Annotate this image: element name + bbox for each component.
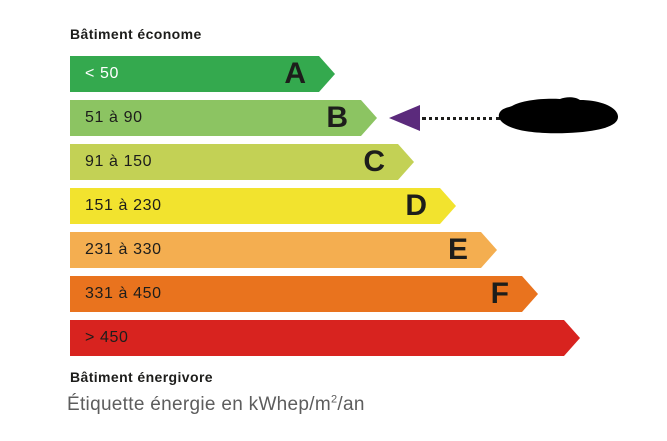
energy-arrow-A: < 50 A [70, 56, 335, 92]
grade-letter: A [284, 57, 306, 90]
energy-arrow-C: 91 à 150 C [70, 144, 414, 180]
grade-letter: D [405, 189, 427, 222]
economical-building-label: Bâtiment économe [70, 26, 202, 42]
range-label: 151 à 230 [85, 197, 162, 214]
energy-arrow-G: > 450 [70, 320, 580, 356]
redacted-value-scribble [498, 97, 619, 134]
caption-suffix: /an [337, 394, 365, 415]
range-label: < 50 [85, 65, 119, 82]
grade-pointer-triangle-icon [389, 105, 420, 131]
grade-letter: F [490, 277, 509, 310]
grade-letter: B [326, 101, 348, 134]
dotted-leader-line [422, 117, 500, 120]
energy-scale: < 50 A 51 à 90 B 91 à 150 C 151 à 230 D … [70, 56, 580, 364]
range-label: 51 à 90 [85, 109, 143, 126]
energy-arrow-B: 51 à 90 B [70, 100, 377, 136]
caption-superscript: 2 [331, 393, 338, 406]
range-label: 231 à 330 [85, 241, 162, 258]
caption-text: Étiquette énergie en kWhep/m [67, 394, 331, 415]
range-label: > 450 [85, 329, 129, 346]
grade-letter: C [363, 145, 385, 178]
energy-intensive-building-label: Bâtiment énergivore [70, 369, 213, 385]
energy-arrow-E: 231 à 330 E [70, 232, 497, 268]
energy-arrow-F: 331 à 450 F [70, 276, 538, 312]
range-label: 331 à 450 [85, 285, 162, 302]
energy-arrow-D: 151 à 230 D [70, 188, 456, 224]
chart-caption: Étiquette énergie en kWhep/m2/an [67, 394, 365, 416]
range-label: 91 à 150 [85, 153, 153, 170]
grade-letter: E [447, 233, 468, 266]
